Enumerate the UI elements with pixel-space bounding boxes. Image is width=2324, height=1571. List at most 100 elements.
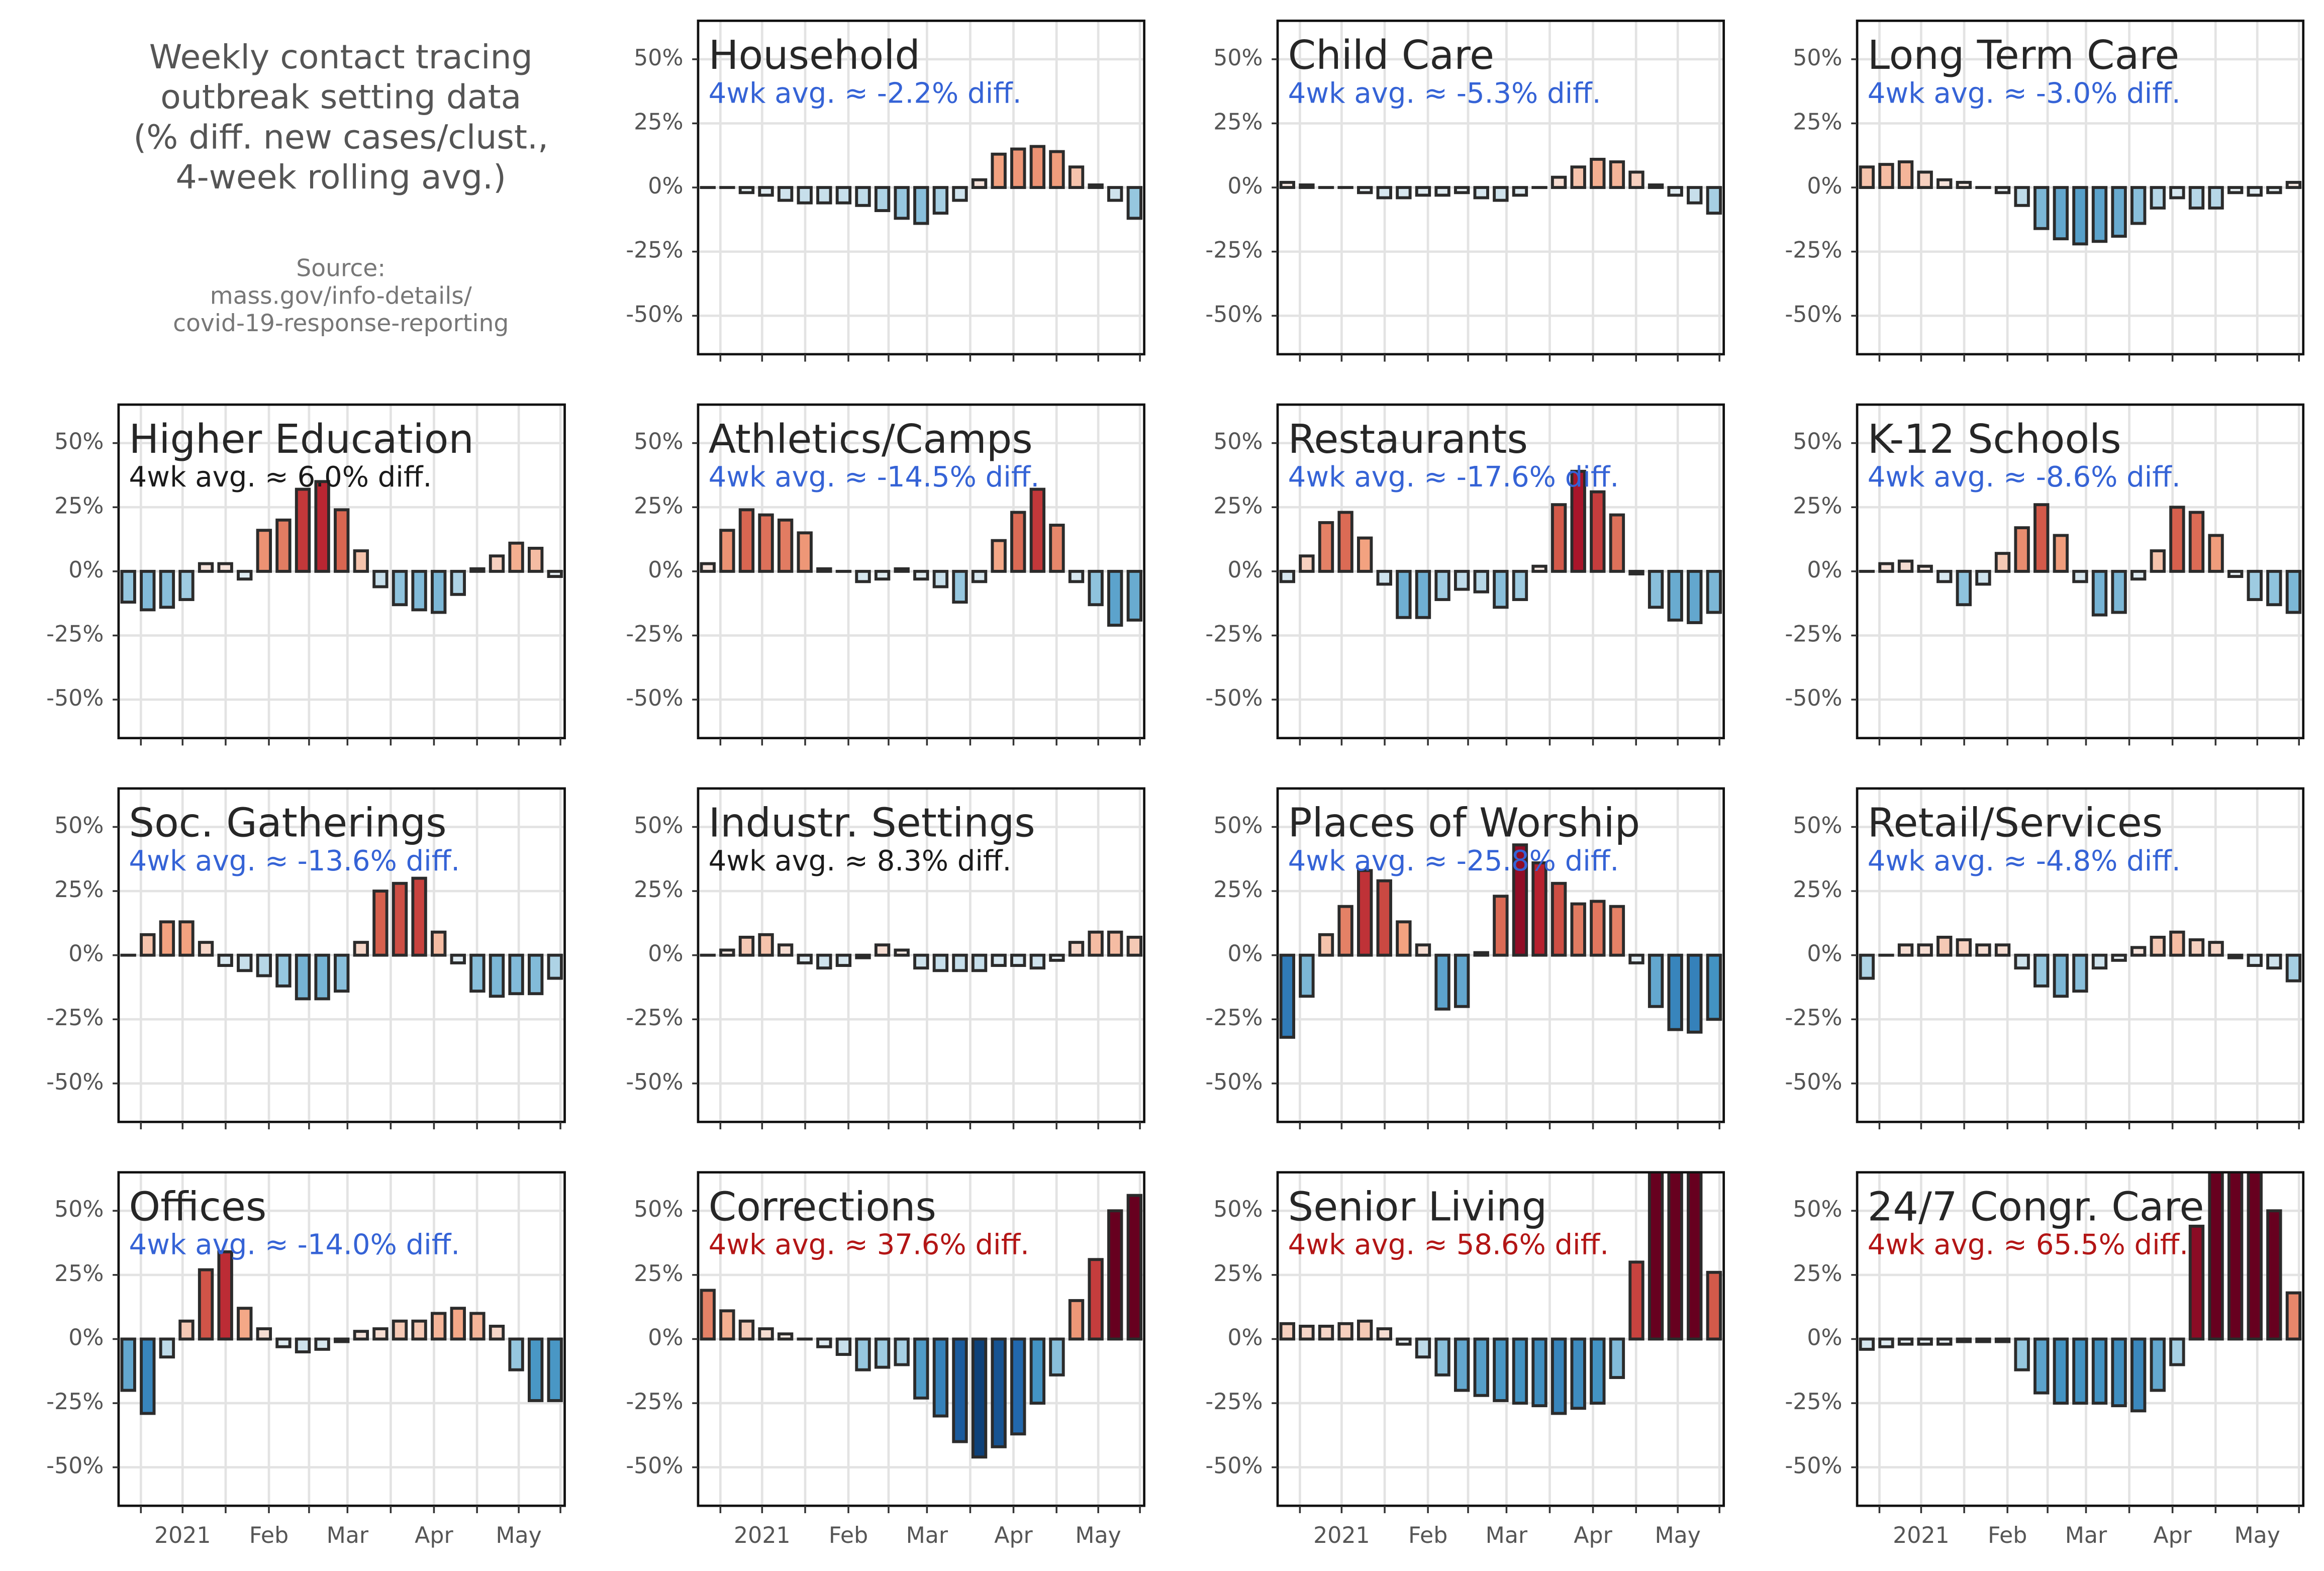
bar	[1029, 145, 1046, 189]
bar	[1956, 569, 1972, 607]
y-tick-label: -50%	[1205, 1069, 1263, 1095]
bar	[719, 948, 735, 957]
bar	[2014, 953, 2030, 970]
panel-subtitle: 4wk avg. ≈ -8.6% diff.	[1868, 461, 2181, 494]
y-tick-label: -50%	[1785, 1069, 1842, 1095]
bar	[2034, 1337, 2050, 1395]
panel-subtitle: 4wk avg. ≈ -14.5% diff.	[709, 461, 1040, 494]
bar	[719, 529, 735, 573]
bar	[1049, 524, 1065, 573]
y-tick-label: 0%	[1227, 1325, 1263, 1350]
bar	[217, 562, 233, 573]
panel-title: Long Term Care	[1868, 32, 2180, 78]
bars	[1859, 930, 2302, 998]
bars	[120, 876, 563, 1001]
bar	[1609, 1337, 1625, 1379]
panel-subtitle: 4wk avg. ≈ -25.8% diff.	[1288, 845, 1619, 877]
bar	[431, 930, 447, 957]
bar	[1936, 1337, 1953, 1346]
bar	[2053, 1337, 2069, 1405]
panel-subtitle: 4wk avg. ≈ -5.3% diff.	[1288, 77, 1601, 110]
bar	[1434, 186, 1450, 197]
bar	[314, 1337, 330, 1351]
bar	[2188, 1224, 2205, 1341]
bar	[874, 1337, 891, 1369]
bar	[2091, 186, 2108, 243]
bar	[2150, 549, 2166, 573]
y-tick-label: 50%	[54, 1197, 104, 1222]
bar	[1531, 1337, 1547, 1408]
y-tick-label: -25%	[46, 621, 104, 647]
y-tick-label: -25%	[46, 1005, 104, 1031]
bar	[1667, 569, 1683, 622]
bar	[2188, 186, 2205, 210]
bar	[1299, 554, 1315, 573]
y-tick-label: -25%	[626, 1005, 683, 1031]
y-tick-label: 25%	[1793, 493, 1842, 519]
y-tick-label: 25%	[1213, 493, 1263, 519]
y-tick-label: 50%	[1793, 45, 1842, 71]
y-tick-label: -25%	[626, 238, 683, 263]
bar	[353, 549, 369, 573]
bar	[469, 953, 486, 993]
y-tick-label: -50%	[46, 685, 104, 711]
bar	[2111, 1337, 2127, 1408]
y-tick-label: 0%	[68, 1325, 104, 1350]
bar	[2208, 534, 2224, 573]
y-tick-label: -25%	[46, 1389, 104, 1415]
y-tick-label: 0%	[1227, 557, 1263, 583]
bars	[1859, 1172, 2302, 1413]
x-tick-label: Apr	[1574, 1523, 1612, 1548]
bar	[2188, 511, 2205, 573]
bar	[2091, 953, 2108, 970]
bar	[1648, 569, 1664, 609]
y-tick-label: 0%	[1227, 941, 1263, 967]
y-tick-label: 50%	[634, 429, 683, 455]
bar	[2111, 953, 2127, 962]
y-tick-label: 25%	[54, 1261, 104, 1287]
bar	[1088, 569, 1104, 607]
bar	[2072, 1337, 2088, 1405]
y-tick-label: 0%	[648, 557, 683, 583]
bar	[835, 1337, 852, 1356]
bar	[140, 1337, 156, 1415]
bar	[2266, 186, 2282, 194]
source-note: Source:	[296, 255, 385, 282]
bar	[198, 562, 214, 573]
bar	[1975, 1337, 1991, 1343]
bar	[1357, 1319, 1373, 1341]
bar	[1049, 150, 1065, 189]
figure-title: (% diff. new cases/clust.,	[133, 117, 548, 156]
x-tick-label: Feb	[1408, 1523, 1447, 1548]
y-tick-label: -50%	[1785, 685, 1842, 711]
bar	[913, 1337, 929, 1400]
bar	[2150, 1337, 2166, 1392]
bar	[2111, 186, 2127, 238]
panel-subtitle: 4wk avg. ≈ 58.6% diff.	[1288, 1229, 1609, 1261]
bar	[971, 953, 988, 972]
panel-title: Child Care	[1288, 32, 1494, 78]
x-tick-label: Apr	[415, 1523, 453, 1548]
panel-title: Soc. Gatherings	[129, 800, 447, 846]
bar	[1994, 943, 2011, 957]
panel-subtitle: 4wk avg. ≈ 6.0% diff.	[129, 461, 432, 494]
bars	[700, 145, 1143, 225]
y-tick-label: 25%	[634, 877, 683, 903]
bar	[913, 186, 929, 225]
bar	[120, 569, 136, 604]
y-tick-label: 50%	[54, 429, 104, 455]
bar	[816, 953, 832, 970]
figure-title: 4-week rolling avg.)	[176, 157, 507, 197]
x-tick-label: 2021	[1893, 1523, 1950, 1548]
bar	[237, 569, 253, 581]
bar	[1917, 564, 1933, 573]
bar	[1897, 559, 1914, 573]
bar	[971, 178, 988, 189]
bar	[2130, 946, 2147, 957]
bar	[1049, 1337, 1065, 1377]
x-tick-label: 2021	[734, 1523, 791, 1548]
y-tick-label: 25%	[54, 493, 104, 519]
bar	[1878, 1337, 1894, 1348]
